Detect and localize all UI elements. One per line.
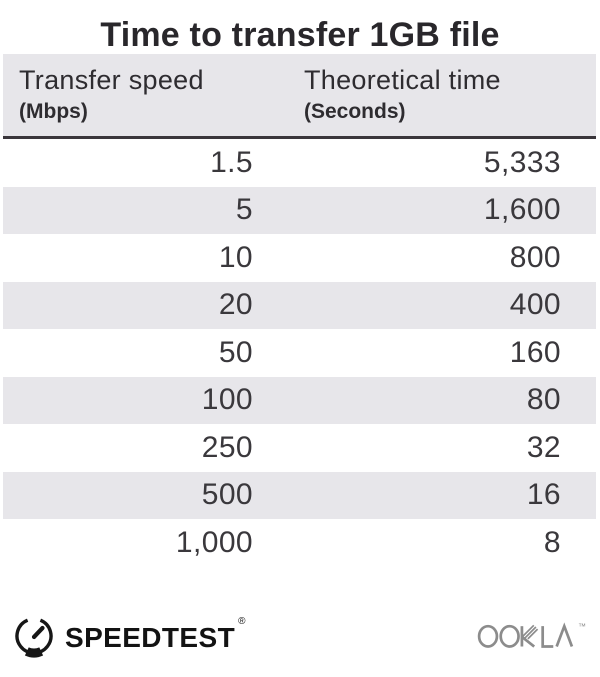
table-row: 5 1,600: [3, 186, 596, 234]
speed-cell: 100: [201, 383, 253, 417]
ookla-wordmark-icon: [477, 620, 577, 656]
registered-mark: ®: [238, 615, 246, 627]
speed-cell: 1,000: [175, 525, 253, 559]
time-cell: 80: [526, 383, 561, 417]
table-row: 1,000 8: [3, 519, 596, 567]
time-cell: 160: [509, 335, 561, 369]
header-cell-theoretical-time: Theoretical time (Seconds): [283, 64, 596, 124]
time-cell: 5,333: [483, 145, 561, 179]
transfer-time-table: Transfer speed (Mbps) Theoretical time (…: [3, 54, 596, 567]
ookla-logo: ™: [477, 620, 586, 656]
speedtest-logo: SPEEDTEST ®: [12, 614, 245, 663]
column-unit: (Seconds): [304, 100, 406, 123]
page-title: Time to transfer 1GB file: [100, 16, 500, 54]
speed-cell: 10: [218, 240, 253, 274]
time-cell: 16: [526, 478, 561, 512]
time-cell: 800: [509, 240, 561, 274]
table-body: 1.5 5,333 5 1,600 10 800 20 400 50 160 1…: [3, 139, 596, 567]
table-row: 20 400: [3, 281, 596, 329]
column-label: Transfer speed: [19, 65, 204, 95]
speedtest-wordmark: SPEEDTEST: [65, 622, 236, 653]
speed-cell: 20: [218, 288, 253, 322]
table-row: 250 32: [3, 424, 596, 472]
time-cell: 1,600: [483, 193, 561, 227]
table-row: 100 80: [3, 376, 596, 424]
speed-cell: 1.5: [210, 145, 253, 179]
table-row: 1.5 5,333: [3, 139, 596, 187]
gauge-icon: [12, 614, 56, 663]
table-row: 50 160: [3, 329, 596, 377]
table-row: 500 16: [3, 471, 596, 519]
speed-cell: 250: [201, 430, 253, 464]
speed-cell: 5: [235, 193, 253, 227]
table-row: 10 800: [3, 234, 596, 282]
footer: SPEEDTEST ® ™: [12, 614, 586, 663]
speed-cell: 500: [201, 478, 253, 512]
time-cell: 400: [509, 288, 561, 322]
column-unit: (Mbps): [19, 100, 88, 123]
column-label: Theoretical time: [304, 65, 501, 95]
trademark-mark: ™: [578, 622, 586, 631]
time-cell: 32: [526, 430, 561, 464]
table-header-row: Transfer speed (Mbps) Theoretical time (…: [3, 54, 596, 139]
time-cell: 8: [543, 525, 561, 559]
speed-cell: 50: [218, 335, 253, 369]
header-cell-transfer-speed: Transfer speed (Mbps): [3, 64, 283, 124]
